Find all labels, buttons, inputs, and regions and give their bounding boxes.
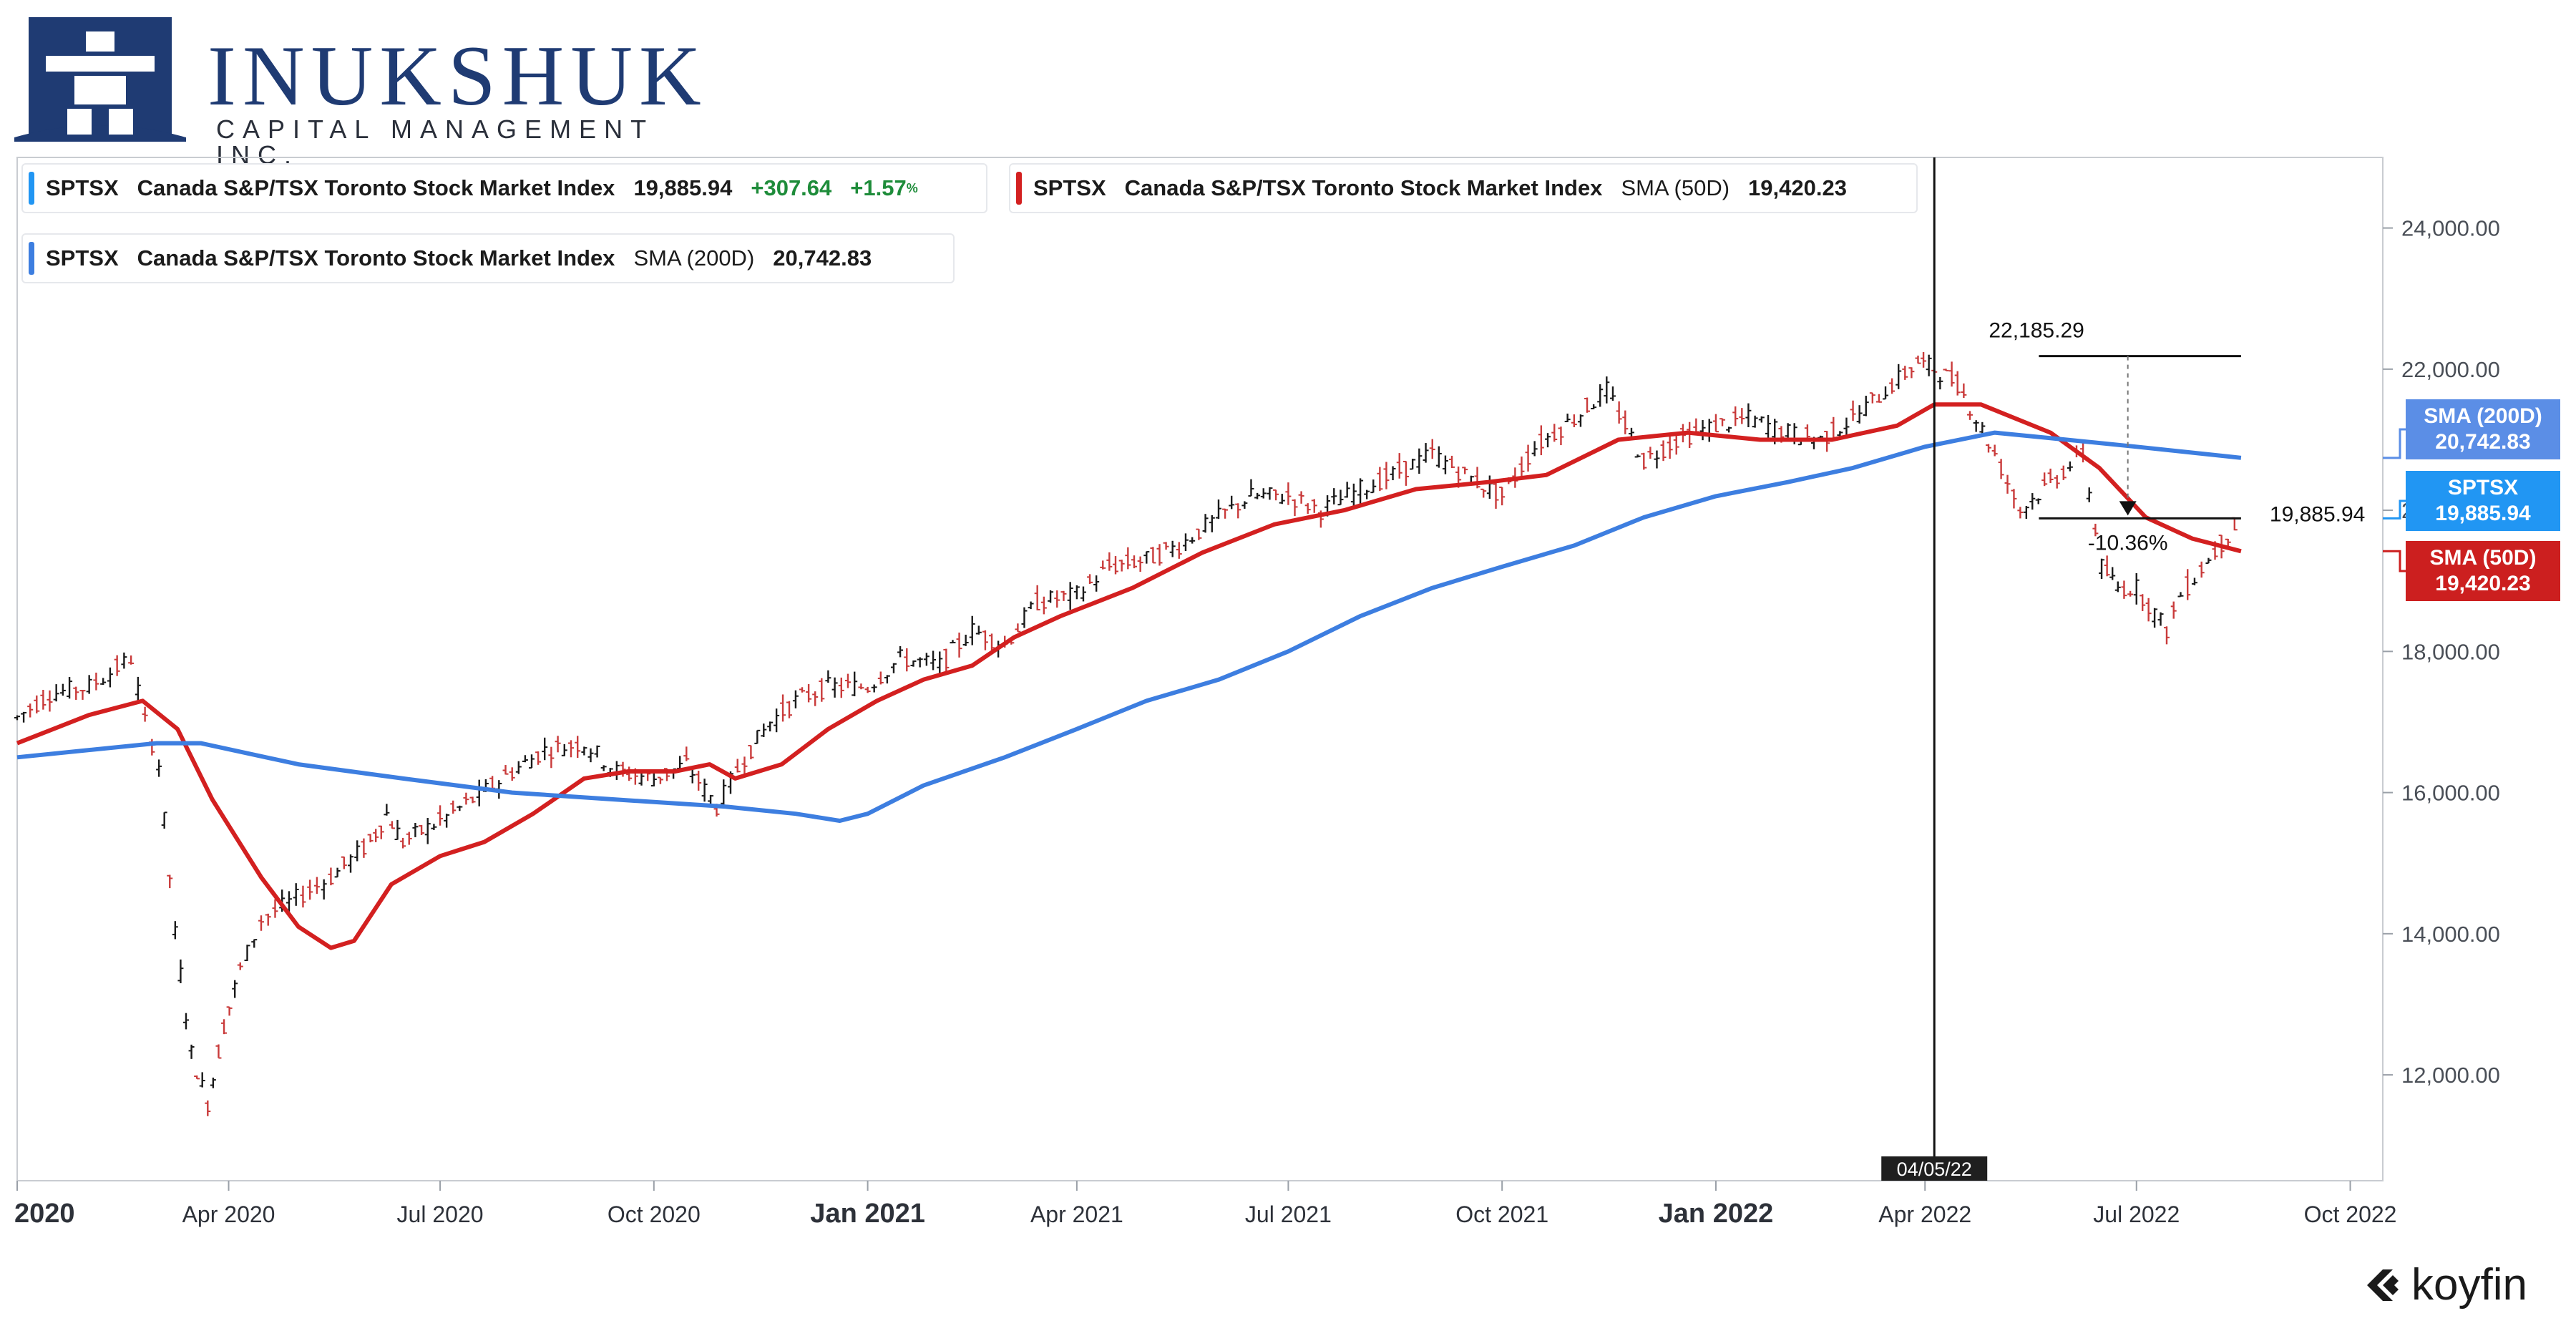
sma-50-line: [16, 402, 2242, 950]
legend-sma50-swatch: [1016, 172, 1022, 205]
y-tick-label: 16,000.00: [2401, 781, 2500, 806]
x-tick-label: 2020: [14, 1199, 75, 1229]
tag-price-value: 19,885.94: [2435, 502, 2531, 525]
x-tick-label: Jul 2020: [397, 1201, 484, 1227]
x-tick-label: Apr 2022: [1878, 1201, 1971, 1227]
legend-price-change: +307.64: [751, 175, 832, 200]
legend-sma200-label: SMA (200D): [633, 245, 755, 270]
x-tick-label: Apr 2020: [182, 1201, 275, 1227]
tag-price-label: SPTSX: [2447, 476, 2519, 499]
legend-sma50-label: SMA (50D): [1621, 175, 1730, 200]
tag-sma50-label: SMA (50D): [2429, 546, 2537, 570]
measure-current-label: 19,885.94: [2270, 502, 2365, 526]
x-tick-label: Oct 2020: [608, 1201, 701, 1227]
y-tick-label: 12,000.00: [2401, 1063, 2500, 1088]
legend-price-value: 19,885.94: [633, 175, 733, 200]
legend-sma50[interactable]: SPTSX Canada S&P/TSX Toronto Stock Marke…: [1009, 163, 1918, 213]
tag-sma200: SMA (200D) 20,742.83: [2406, 399, 2560, 459]
y-tick-label: 22,000.00: [2401, 357, 2500, 382]
brand-name: INUKSHUK: [208, 28, 708, 123]
crosshair-date-box: [1881, 1156, 1988, 1181]
measure-high-label: 22,185.29: [1989, 319, 2084, 343]
plot-frame: [16, 157, 2384, 1181]
koyfin-wordmark: koyfin: [2411, 1260, 2527, 1310]
measure-arrow-icon: [2119, 501, 2137, 516]
legend-sma200-ticker: SPTSX: [46, 245, 119, 270]
legend-price-swatch: [29, 172, 34, 205]
legend-sma200-name: Canada S&P/TSX Toronto Stock Market Inde…: [137, 245, 615, 270]
x-tick-label: Jul 2021: [1245, 1201, 1332, 1227]
tag-sma200-value: 20,742.83: [2435, 430, 2531, 454]
legend-price-change-pct: +1.57: [850, 175, 907, 200]
series-layer: [14, 352, 2242, 1116]
measure-pct-label: -10.36%: [2088, 531, 2168, 555]
tag-sma200-label: SMA (200D): [2424, 404, 2542, 428]
sma-200-line: [16, 430, 2242, 823]
legend-sma50-name: Canada S&P/TSX Toronto Stock Market Inde…: [1124, 175, 1603, 200]
legend-sma50-ticker: SPTSX: [1033, 175, 1106, 200]
legend-sma200-swatch: [29, 242, 34, 275]
tag-sma50: SMA (50D) 19,420.23: [2406, 541, 2560, 601]
koyfin-logo-icon: [2367, 1269, 2399, 1301]
legend-price[interactable]: SPTSX Canada S&P/TSX Toronto Stock Marke…: [21, 163, 987, 213]
annotation-layer: 04/05/22 22,185.29 19,885.94 -10.36%: [1881, 157, 2417, 1181]
legend-price-ticker: SPTSX: [46, 175, 119, 200]
y-tick-label: 14,000.00: [2401, 922, 2500, 947]
x-tick-label: Jan 2022: [1659, 1199, 1774, 1229]
x-tick-label: Oct 2021: [1455, 1201, 1548, 1227]
inukshuk-logo: INUKSHUK CAPITAL MANAGEMENT INC.: [14, 13, 730, 168]
tag-sma50-value: 19,420.23: [2435, 572, 2531, 595]
legend-sma200[interactable]: SPTSX Canada S&P/TSX Toronto Stock Marke…: [21, 233, 955, 283]
tag-price: SPTSX 19,885.94: [2406, 471, 2560, 531]
x-tick-label: Apr 2021: [1030, 1201, 1123, 1227]
y-tick-label: 18,000.00: [2401, 639, 2500, 664]
crosshair-date-label: 04/05/22: [1897, 1159, 1972, 1180]
x-tick-label: Oct 2022: [2304, 1201, 2397, 1227]
legend-sma50-value: 19,420.23: [1748, 175, 1847, 200]
x-tick-label: Jan 2021: [810, 1199, 925, 1229]
inukshuk-emblem-icon: [14, 17, 186, 142]
legend-sma200-value: 20,742.83: [773, 245, 872, 270]
legend-price-name: Canada S&P/TSX Toronto Stock Market Inde…: [137, 175, 615, 200]
x-tick-label: Jul 2022: [2093, 1201, 2180, 1227]
koyfin-brand: koyfin: [2361, 1259, 2527, 1310]
y-tick-label: 24,000.00: [2401, 216, 2500, 241]
legend-price-pct-sign: %: [906, 180, 918, 195]
